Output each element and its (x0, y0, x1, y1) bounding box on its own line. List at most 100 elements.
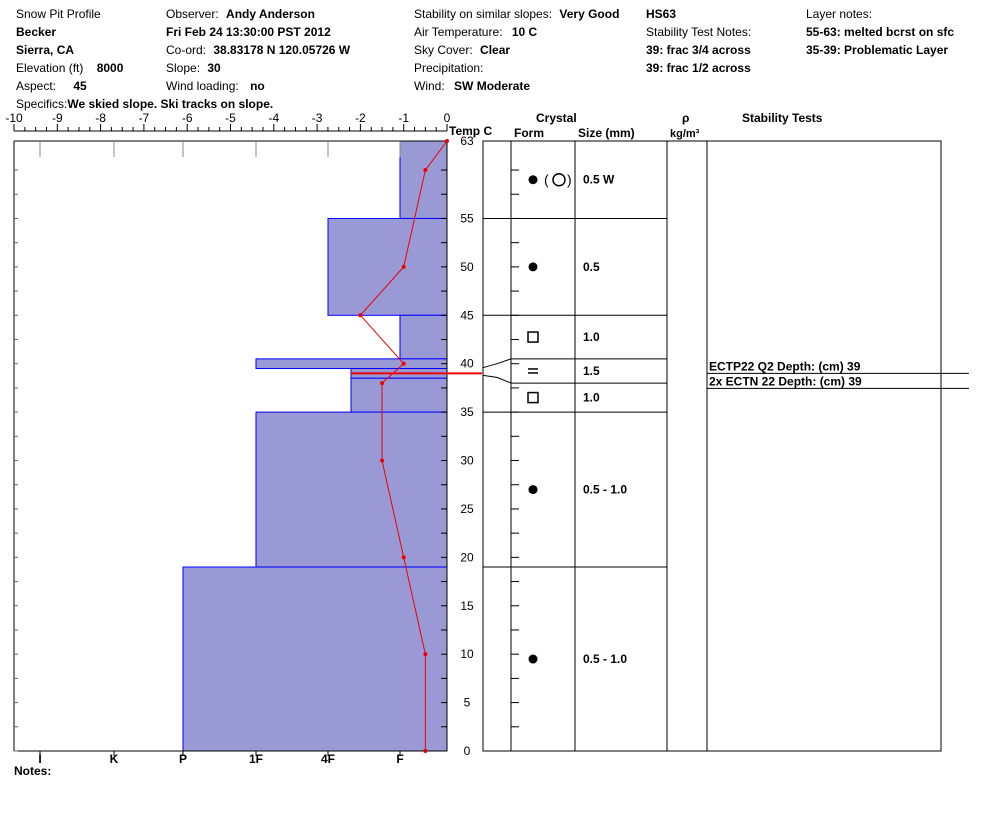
crystal-size: 1.5 (583, 364, 600, 378)
hardness-axis: I K P 1F 4F F (38, 751, 404, 766)
temp-tick-label: -7 (139, 111, 150, 125)
slope-label: Slope: (166, 61, 201, 75)
layer-notes-label: Layer notes: (806, 7, 873, 21)
layer-note: 35-39: Problematic Layer (806, 43, 949, 57)
round-grain-icon (528, 262, 538, 272)
height-tick-label: 45 (460, 308, 474, 322)
column-header-crystal: Crystal (536, 111, 577, 125)
column-header-density-unit: kg/m³ (670, 128, 700, 140)
round-grain-icon (528, 485, 538, 495)
stability-test-result: ECTP22 Q2 Depth: (cm) 39 (709, 359, 861, 373)
crystal-size: 1.0 (583, 330, 600, 344)
height-tick-label: 35 (460, 405, 474, 419)
observer-row: Observer: Andy Anderson (166, 7, 315, 21)
height-tick-label: 50 (460, 260, 474, 274)
height-tick-label: 55 (460, 211, 474, 225)
crystal-table: 0.5 W () 0.5 1.0 1.5 1.0 0.5 - 1.0 0.5 - 1.0 (482, 140, 942, 752)
temp-tick-label: -10 (5, 111, 23, 125)
height-tick-label: 5 (464, 696, 471, 710)
temp-tick-label: 0 (444, 111, 451, 125)
location-name: Becker (16, 25, 57, 39)
stability-label: Stability on similar slopes: (414, 7, 553, 21)
aspect-row: Aspect: 45 (16, 79, 87, 93)
temperature-point (445, 139, 449, 143)
hardness-tick-label: 1F (249, 752, 263, 766)
temperature-point (380, 381, 385, 386)
crystal-size: 0.5 (583, 260, 600, 274)
aspect-value: 45 (73, 79, 87, 93)
hardness-bar (350, 377, 448, 413)
temp-tick-label: -4 (268, 111, 279, 125)
stability-row: Stability on similar slopes: Very Good (414, 7, 619, 21)
temp-tick-label: -3 (312, 111, 323, 125)
facet-icon (527, 331, 539, 343)
page-title: Snow Pit Profile (16, 7, 101, 21)
column-header-stability-tests: Stability Tests (742, 111, 823, 125)
observation-datetime: Fri Feb 24 13:30:00 PST 2012 (166, 25, 331, 39)
hardness-bar (327, 217, 448, 316)
aspect-label: Aspect: (16, 79, 57, 93)
hardness-profile (182, 140, 448, 752)
height-tick-label: 15 (460, 599, 474, 613)
stability-note: 39: frac 3/4 across (646, 43, 751, 57)
layer-note: 55-63: melted bcrst on sfc (806, 25, 955, 39)
elevation-value: 8000 (96, 61, 124, 75)
snow-profile-chart: -10 -9 -8 -7 -6 -5 -4 -3 -2 -1 0 05101520253035404… (5, 111, 969, 766)
temperature-point (380, 458, 385, 463)
temperature-point (401, 555, 406, 560)
temp-tick-label: -8 (95, 111, 106, 125)
melt-cluster-icon (552, 172, 566, 187)
temperature-point (401, 361, 406, 366)
precip-label: Precipitation: (414, 61, 484, 75)
air-temp-label: Air Temperature: (414, 25, 503, 39)
height-tick-label: 20 (460, 550, 474, 564)
height-tick-label: 0 (464, 744, 471, 758)
height-axis: 0 5 10 15 20 25 30 35 40 45 50 55 63 (14, 134, 474, 758)
column-header-form: Form (514, 126, 544, 140)
stability-test-result: 2x ECTN 22 Depth: (cm) 39 (709, 374, 862, 388)
stability-note: 39: frac 1/2 across (646, 61, 751, 75)
elevation-row: Elevation (ft) 8000 (16, 61, 123, 75)
notes-label: Notes: (14, 764, 52, 778)
hardness-tick-label: K (110, 752, 119, 766)
facet-icon (527, 391, 539, 404)
stability-notes-label: Stability Test Notes: (646, 25, 752, 39)
wind-loading-label: Wind loading: (166, 79, 239, 93)
air-temp-value: 10 C (511, 25, 538, 39)
wind-loading-row: Wind loading: no (166, 79, 265, 93)
sky-value: Clear (480, 43, 511, 57)
crystal-size: 0.5 - 1.0 (583, 483, 627, 497)
temperature-point (401, 264, 406, 269)
melt-cluster-paren-icon: ) (567, 172, 572, 188)
column-header-temp: Temp C (449, 124, 492, 138)
precip-row: Precipitation: (414, 61, 483, 75)
wind-value: SW Moderate (454, 79, 531, 93)
temperature-axis: -10 -9 -8 -7 -6 -5 -4 -3 -2 -1 0 (5, 111, 451, 132)
column-header-rho: ρ (682, 111, 689, 125)
crystal-table-border (482, 140, 942, 752)
column-header-size: Size (mm) (578, 126, 635, 140)
temp-tick-label: -5 (225, 111, 236, 125)
temperature-point (423, 749, 428, 753)
wind-loading-value: no (250, 79, 265, 93)
air-temp-row: Air Temperature: 10 C (414, 25, 537, 39)
temp-tick-label: -1 (398, 111, 409, 125)
temp-tick-label: -6 (182, 111, 193, 125)
wind-row: Wind: SW Moderate (414, 79, 530, 93)
round-grain-icon (528, 175, 538, 185)
temperature-point (423, 652, 428, 657)
crystal-size: 0.5 - 1.0 (583, 652, 627, 666)
temperature-point (358, 313, 363, 318)
height-tick-label: 63 (460, 134, 474, 148)
crystal-size: 1.0 (583, 391, 600, 405)
temperature-profile (351, 139, 482, 753)
slope-value: 30 (207, 61, 221, 75)
slope-row: Slope: 30 (166, 61, 221, 75)
snow-height: HS63 (646, 7, 677, 21)
hardness-bar (399, 314, 448, 360)
coord-label: Co-ord: (166, 43, 207, 57)
specifics-row: Specifics:We skied slope. Ski tracks on … (16, 97, 273, 111)
height-tick-label: 25 (460, 502, 474, 516)
round-grain-icon (528, 654, 538, 664)
